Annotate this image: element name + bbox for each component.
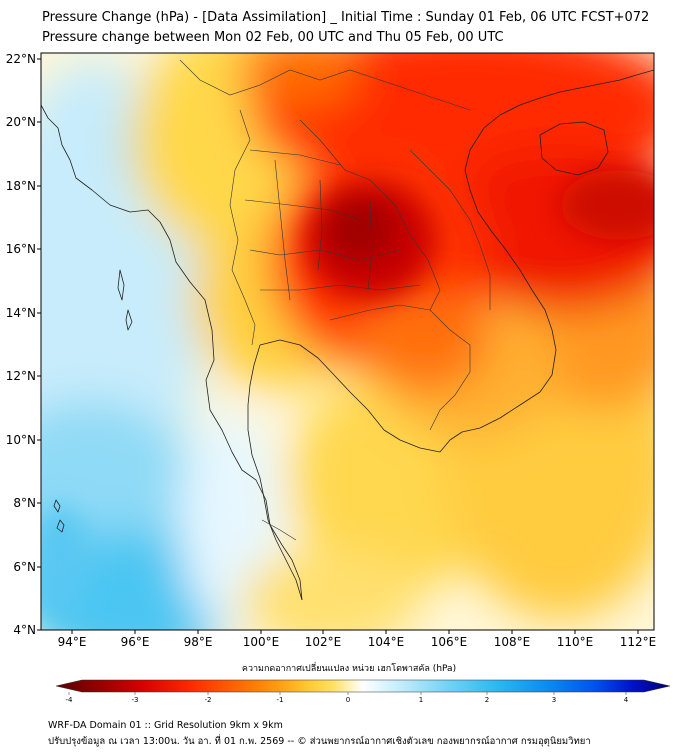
- lat-label-16: 16°N: [6, 242, 36, 256]
- lat-label-12: 12°N: [6, 369, 36, 383]
- lat-label-22: 22°N: [6, 52, 36, 66]
- lon-label-106: 106°E: [431, 635, 468, 649]
- lon-label-104: 104°E: [368, 635, 405, 649]
- lon-label-102: 102°E: [305, 635, 342, 649]
- lat-label-14: 14°N: [6, 306, 36, 320]
- lat-label-20: 20°N: [6, 115, 36, 129]
- colorbar-tick: 4: [624, 696, 629, 704]
- pressure-field: [41, 53, 654, 630]
- lon-label-94: 94°E: [58, 635, 87, 649]
- map-subtitle: Pressure change between Mon 02 Feb, 00 U…: [42, 30, 504, 45]
- lat-label-4: 4°N: [13, 623, 36, 637]
- lat-label-6: 6°N: [13, 560, 36, 574]
- colorbar-tick: 1: [419, 696, 423, 704]
- lon-label-100: 100°E: [243, 635, 280, 649]
- colorbar-gradient: [55, 679, 671, 693]
- country-borders: [179, 59, 491, 541]
- footer-credit: ปรับปรุงข้อมูล ณ เวลา 13:00น. วัน อา. ที…: [48, 736, 591, 747]
- lon-label-112: 112°E: [620, 635, 657, 649]
- colorbar-tick: 3: [552, 696, 556, 704]
- colorbar-tick: -2: [205, 696, 212, 704]
- colorbar-label: ความกดอากาศเปลี่ยนแปลง หน่วย เฮกโตพาสคัล…: [242, 661, 456, 674]
- colorbar-tick: -3: [132, 696, 139, 704]
- longitude-axis: 94°E 96°E 98°E 100°E 102°E 104°E 106°E 1…: [58, 630, 657, 649]
- colorbar-tick: -1: [277, 696, 284, 704]
- lon-label-110: 110°E: [557, 635, 594, 649]
- colorbar-tick: 0: [346, 696, 350, 704]
- lat-label-10: 10°N: [6, 433, 36, 447]
- lat-label-8: 8°N: [13, 496, 36, 510]
- footer-model-info: WRF-DA Domain 01 :: Grid Resolution 9km …: [48, 720, 283, 731]
- lon-label-96: 96°E: [121, 635, 150, 649]
- lon-label-98: 98°E: [184, 635, 213, 649]
- lon-label-108: 108°E: [494, 635, 531, 649]
- colorbar-tick: 2: [485, 696, 489, 704]
- colorbar-tick: -4: [66, 696, 74, 704]
- map-frame: [40, 52, 655, 631]
- coastlines: [41, 69, 654, 601]
- latitude-axis: 22°N 20°N 18°N 16°N 14°N 12°N 10°N 8°N 6…: [6, 52, 41, 637]
- colorbar: ความกดอากาศเปลี่ยนแปลง หน่วย เฮกโตพาสคัล…: [55, 661, 671, 704]
- map-title: Pressure Change (hPa) - [Data Assimilati…: [42, 10, 650, 25]
- lat-label-18: 18°N: [6, 179, 36, 193]
